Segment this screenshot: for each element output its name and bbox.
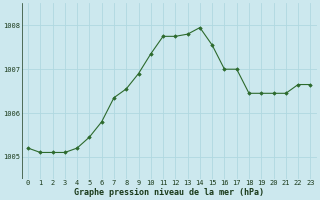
X-axis label: Graphe pression niveau de la mer (hPa): Graphe pression niveau de la mer (hPa) (74, 188, 264, 197)
